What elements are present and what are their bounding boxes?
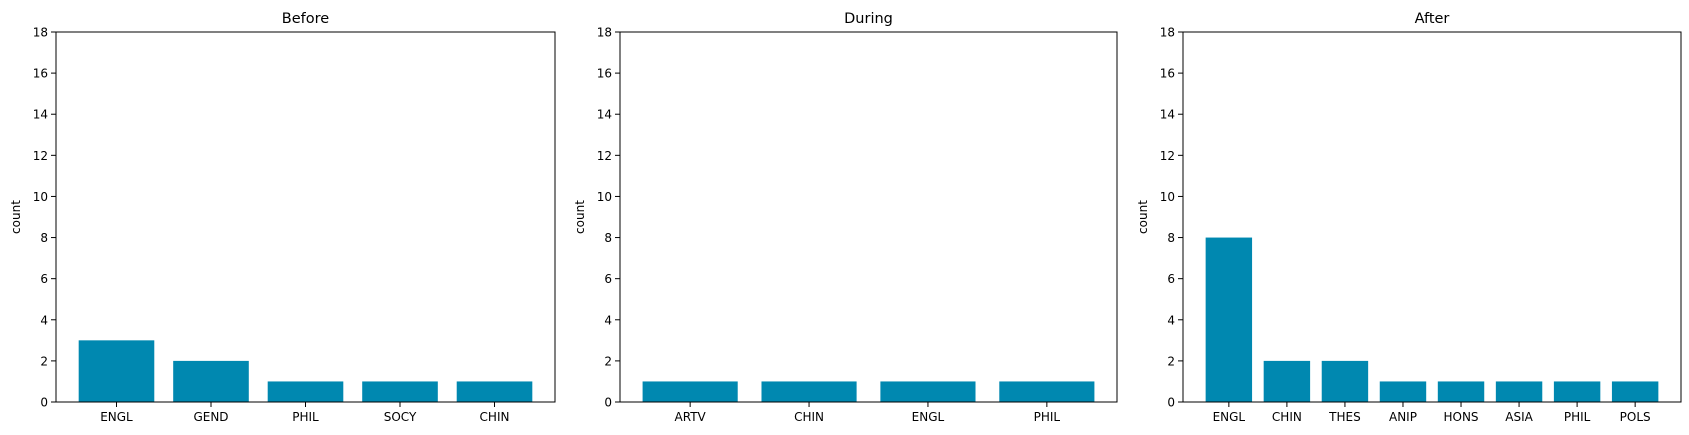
bar-phil (999, 381, 1095, 402)
y-axis-label: count (1136, 200, 1150, 234)
y-tick-label: 12 (1160, 149, 1175, 163)
x-tick-label: ARTV (675, 410, 707, 424)
y-axis-label: count (573, 200, 587, 234)
y-tick-label: 16 (1160, 67, 1175, 81)
x-tick-label: POLS (1620, 410, 1651, 424)
y-tick-label: 14 (33, 108, 48, 122)
x-tick-label: ENGL (1213, 410, 1246, 424)
bar-socy (362, 381, 438, 402)
x-tick-label: GEND (193, 410, 228, 424)
y-tick-label: 8 (1167, 231, 1175, 245)
y-tick-label: 2 (40, 354, 48, 368)
y-tick-label: 4 (40, 313, 48, 327)
chart-title: During (844, 11, 893, 27)
y-tick-label: 16 (597, 67, 612, 81)
y-tick-label: 0 (604, 396, 612, 410)
x-tick-label: CHIN (794, 410, 824, 424)
x-tick-label: ENGL (912, 410, 945, 424)
x-tick-label: HONS (1443, 410, 1478, 424)
y-tick-label: 18 (1160, 26, 1175, 40)
y-tick-label: 4 (1167, 313, 1175, 327)
x-tick-label: ANIP (1389, 410, 1417, 424)
x-tick-label: CHIN (1272, 410, 1302, 424)
plot-frame (1182, 31, 1682, 403)
bar-phil (267, 381, 344, 402)
chart-panel-before: 0 2 4 6 8 10 12 14 16 18 ENGL GEND PHIL SOCY CHIN Befor… (9, 11, 556, 424)
bar-pols (1611, 381, 1659, 402)
plot-frame (619, 31, 1118, 403)
y-tick-label: 14 (597, 108, 612, 122)
x-tick-label: ENGL (100, 410, 133, 424)
y-tick-label: 6 (604, 272, 612, 286)
y-tick-label: 8 (40, 231, 48, 245)
bar-hons (1437, 381, 1485, 402)
y-tick-label: 0 (40, 396, 48, 410)
bar-engl (880, 381, 976, 402)
y-tick-label: 16 (33, 67, 48, 81)
bar-engl (78, 340, 155, 402)
bar-anip (1379, 381, 1427, 402)
bar-asia (1495, 381, 1543, 402)
y-tick-label: 18 (597, 26, 612, 40)
y-tick-label: 10 (597, 190, 612, 204)
y-tick-label: 6 (1167, 272, 1175, 286)
chart-panel-during: 0 2 4 6 8 10 12 14 16 18 ARTV CHIN ENGL PHIL During cou… (573, 11, 1118, 424)
x-tick-label: PHIL (292, 410, 319, 424)
chart-panel-after: 0 2 4 6 8 10 12 14 16 18 ENGL CHIN THES ANIP HONS ASIA P… (1136, 11, 1682, 424)
bar-chin (761, 381, 857, 402)
y-tick-label: 6 (40, 272, 48, 286)
y-tick-label: 8 (604, 231, 612, 245)
bar-artv (642, 381, 738, 402)
x-tick-label: PHIL (1564, 410, 1591, 424)
y-tick-label: 10 (1160, 190, 1175, 204)
x-tick-label: ASIA (1505, 410, 1533, 424)
bar-engl (1205, 237, 1253, 402)
y-tick-label: 2 (1167, 354, 1175, 368)
y-tick-label: 4 (604, 313, 612, 327)
y-tick-label: 14 (1160, 108, 1175, 122)
bar-chin (1263, 360, 1311, 402)
bar-gend (173, 360, 249, 402)
x-tick-label: THES (1328, 410, 1361, 424)
y-tick-label: 12 (597, 149, 612, 163)
y-tick-label: 2 (604, 354, 612, 368)
x-tick-label: CHIN (480, 410, 510, 424)
bar-thes (1321, 360, 1369, 402)
chart-title: Before (282, 11, 329, 27)
x-tick-label: SOCY (384, 410, 417, 424)
y-axis-label: count (9, 200, 23, 234)
bar-chin (456, 381, 533, 402)
bar-phil (1553, 381, 1601, 402)
y-tick-label: 18 (33, 26, 48, 40)
y-tick-label: 12 (33, 149, 48, 163)
x-tick-label: PHIL (1034, 410, 1061, 424)
y-tick-label: 10 (33, 190, 48, 204)
chart-title: After (1415, 11, 1450, 27)
y-tick-label: 0 (1167, 396, 1175, 410)
